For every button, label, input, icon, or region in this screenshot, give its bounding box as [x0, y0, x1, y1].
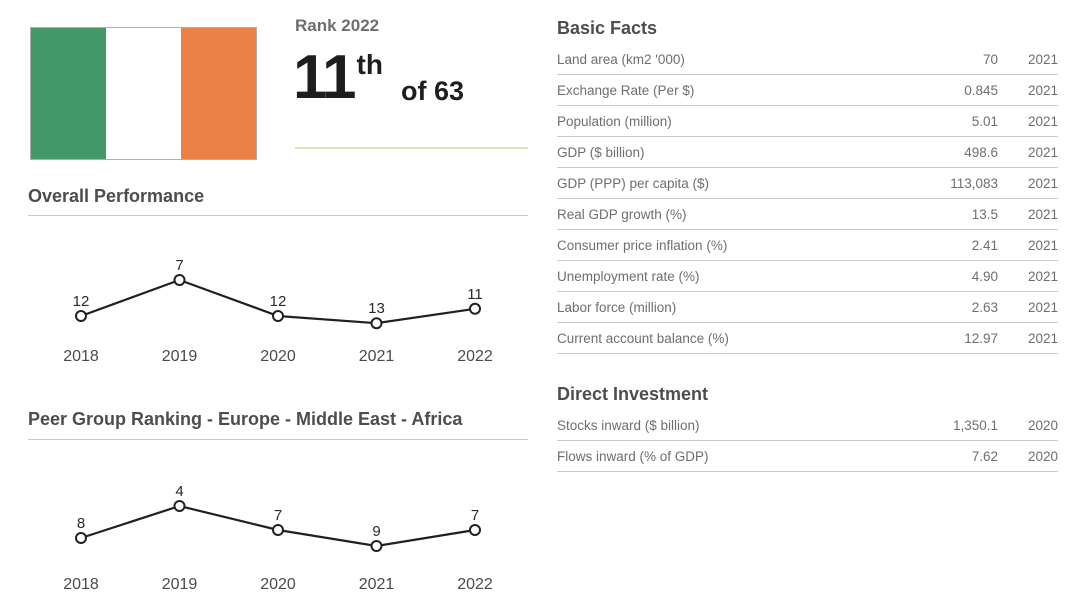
overall-performance-heading: Overall Performance	[28, 186, 205, 206]
rank-number: 11	[293, 43, 357, 112]
row-label: Current account balance (%)	[557, 330, 729, 346]
basic-fact-row: GDP ($ billion) 498.6 2021	[557, 137, 1058, 168]
basic-fact-row: Land area (km2 '000) 70 2021	[557, 44, 1058, 75]
data-point-value-label: 7	[471, 507, 479, 524]
direct-investment-table: Stocks inward ($ billion) 1,350.1 2020 Flow…	[557, 410, 1058, 472]
row-year: 2021	[1027, 330, 1058, 346]
row-value: 0.845	[964, 82, 998, 98]
rank-display: 11 th of 63	[293, 43, 465, 112]
row-label: Exchange Rate (Per $)	[557, 82, 695, 98]
data-point-value-label: 8	[77, 515, 85, 532]
rank-ordinal-suffix: th	[356, 49, 383, 80]
ireland-flag	[30, 27, 257, 160]
x-axis-year-label: 2019	[162, 348, 198, 365]
peer-group-ranking-heading: Peer Group Ranking - Europe - Middle Eas…	[28, 409, 463, 429]
x-axis-year-label: 2022	[457, 576, 493, 593]
data-point-value-label: 7	[274, 507, 282, 524]
row-value: 5.01	[971, 113, 998, 129]
data-point-value-label: 4	[175, 483, 183, 500]
data-point-value-label: 12	[73, 293, 90, 310]
x-axis-year-label: 2022	[457, 348, 493, 365]
section-divider	[28, 439, 528, 440]
x-axis-year-label: 2018	[63, 348, 99, 365]
row-year: 2020	[1027, 448, 1058, 464]
overall-performance-chart: 12 2018 7 2019 12 2020 13 2021 11 2022	[63, 257, 493, 365]
row-label: Stocks inward ($ billion)	[557, 417, 700, 433]
basic-facts-table: Land area (km2 '000) 70 2021 Exchange Rate …	[557, 44, 1058, 354]
basic-fact-row: Real GDP growth (%) 13.5 2021	[557, 199, 1058, 230]
row-value: 7.62	[971, 448, 998, 464]
rank-total: of 63	[400, 76, 465, 106]
data-point-marker	[173, 500, 186, 512]
row-year: 2021	[1027, 237, 1058, 253]
basic-fact-row: Labor force (million) 2.63 2021	[557, 292, 1058, 323]
x-axis-year-label: 2019	[162, 576, 198, 593]
basic-fact-row: Population (million) 5.01 2021	[557, 106, 1058, 137]
peer-group-ranking-chart: 8 2018 4 2019 7 2020 9 2021 7 2022	[63, 483, 493, 593]
direct-investment-heading: Direct Investment	[557, 384, 709, 404]
row-label: Real GDP growth (%)	[557, 206, 687, 222]
row-label: Population (million)	[557, 113, 672, 129]
direct-investment-row: Flows inward (% of GDP) 7.62 2020	[557, 441, 1058, 472]
x-axis-year-label: 2020	[260, 348, 296, 365]
row-year: 2021	[1027, 144, 1058, 160]
row-label: Labor force (million)	[557, 299, 677, 315]
row-value: 4.90	[971, 268, 998, 284]
direct-investment-row: Stocks inward ($ billion) 1,350.1 2020	[557, 410, 1058, 441]
row-year: 2021	[1027, 82, 1058, 98]
data-point-marker	[469, 302, 481, 315]
data-point-marker	[75, 532, 87, 544]
row-value: 13.5	[971, 206, 998, 222]
row-year: 2021	[1027, 206, 1058, 222]
row-value: 113,083	[950, 175, 998, 191]
row-label: Consumer price inflation (%)	[557, 237, 728, 253]
data-point-value-label: 7	[175, 257, 183, 274]
row-year: 2021	[1027, 299, 1058, 315]
row-label: Unemployment rate (%)	[557, 268, 700, 284]
row-year: 2021	[1027, 113, 1058, 129]
data-point-value-label: 13	[368, 300, 385, 317]
row-label: GDP ($ billion)	[557, 144, 645, 160]
data-point-marker	[272, 310, 284, 322]
row-value: 1,350.1	[952, 417, 998, 433]
flag-stripe-orange	[181, 28, 256, 159]
basic-fact-row: Exchange Rate (Per $) 0.845 2021	[557, 75, 1058, 106]
row-year: 2021	[1027, 51, 1058, 67]
row-value: 2.63	[971, 299, 998, 315]
data-point-marker	[272, 524, 284, 536]
flag-stripe-white	[106, 28, 181, 159]
data-point-marker	[469, 524, 481, 536]
data-point-value-label: 9	[372, 523, 380, 540]
basic-fact-row: Consumer price inflation (%) 2.41 2021	[557, 230, 1058, 261]
basic-facts-heading: Basic Facts	[557, 18, 658, 38]
row-label: Flows inward (% of GDP)	[557, 448, 709, 464]
x-axis-year-label: 2021	[359, 576, 395, 593]
row-year: 2020	[1027, 417, 1058, 433]
section-divider	[28, 215, 528, 216]
row-value: 12.97	[964, 330, 998, 346]
flag-stripe-green	[31, 28, 106, 159]
data-point-marker	[370, 540, 383, 552]
data-point-marker	[173, 274, 186, 286]
rank-year-label: Rank 2022	[295, 16, 380, 35]
row-year: 2021	[1027, 175, 1058, 191]
row-value: 70	[982, 51, 998, 67]
basic-fact-row: GDP (PPP) per capita ($) 113,083 2021	[557, 168, 1058, 199]
data-point-marker	[75, 310, 87, 322]
row-label: GDP (PPP) per capita ($)	[557, 175, 710, 191]
row-label: Land area (km2 '000)	[557, 51, 685, 67]
basic-fact-row: Unemployment rate (%) 4.90 2021	[557, 261, 1058, 292]
basic-fact-row: Current account balance (%) 12.97 2021	[557, 323, 1058, 354]
rank-underline	[295, 147, 528, 149]
x-axis-year-label: 2018	[63, 576, 99, 593]
row-year: 2021	[1027, 268, 1058, 284]
x-axis-year-label: 2021	[359, 348, 395, 365]
row-value: 498.6	[964, 144, 998, 160]
data-point-marker	[370, 317, 383, 330]
data-point-value-label: 12	[270, 293, 287, 310]
x-axis-year-label: 2020	[260, 576, 296, 593]
row-value: 2.41	[971, 237, 998, 253]
data-point-value-label: 11	[467, 286, 483, 303]
